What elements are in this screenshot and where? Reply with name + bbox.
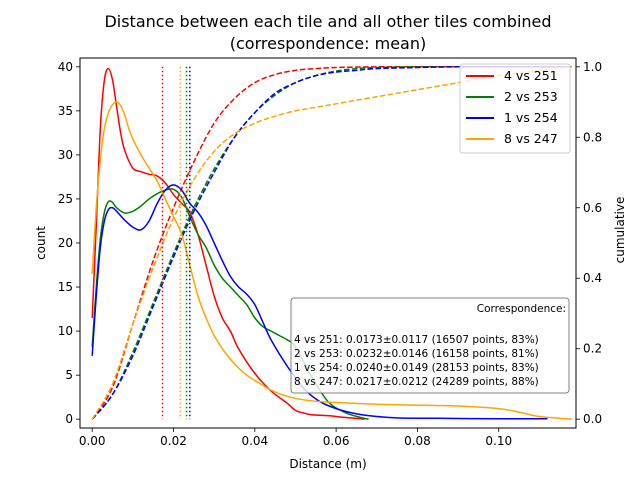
- cumulative-line-4: [91, 66, 573, 420]
- y2-tick-label: 0.0: [583, 412, 602, 426]
- cumulative-line-3: [91, 66, 572, 420]
- x-tick-label: 0.00: [79, 434, 106, 448]
- y2-tick-label: 1.0: [583, 60, 602, 74]
- y2-tick-label: 0.2: [583, 342, 602, 356]
- chart-title-line2: (correspondence: mean): [230, 34, 427, 53]
- x-axis: 0.00 0.02 0.04 0.06 0.08 0.10: [79, 428, 512, 448]
- y2-tick-label: 0.6: [583, 201, 602, 215]
- x-tick-label: 0.08: [404, 434, 431, 448]
- correspondence-line-2: 2 vs 253: 0.0232±0.0146 (16158 points, 8…: [294, 348, 539, 360]
- correspondence-line-3: 1 vs 254: 0.0240±0.0149 (28153 points, 8…: [294, 362, 539, 374]
- correspondence-title: Correspondence:: [477, 303, 566, 315]
- x-tick-label: 0.06: [323, 434, 350, 448]
- legend-label-1: 4 vs 251: [504, 68, 558, 83]
- y-tick-label: 5: [65, 368, 73, 382]
- legend-label-3: 1 vs 254: [504, 110, 558, 125]
- correspondence-box-frame: [290, 297, 570, 394]
- density-line-3: [91, 184, 548, 420]
- y-axis-label: count: [34, 226, 48, 260]
- x-axis-label: Distance (m): [289, 457, 366, 471]
- y2-axis-label: cumulative: [613, 197, 627, 264]
- chart-title-line1: Distance between each tile and all other…: [104, 12, 551, 31]
- x-tick-label: 0.04: [241, 434, 268, 448]
- density-line-4: [91, 101, 572, 420]
- y-tick-label: 30: [58, 148, 73, 162]
- cumulative-line-2: [91, 66, 572, 420]
- correspondence-line-4: 8 vs 247: 0.0217±0.0212 (24289 points, 8…: [294, 376, 539, 388]
- correspondence-box: Correspondence: 4 vs 251: 0.0173±0.0117 …: [290, 297, 570, 394]
- y-tick-label: 10: [58, 324, 73, 338]
- density-line-1: [91, 67, 365, 420]
- legend: 4 vs 251 2 vs 253 1 vs 254 8 vs 247: [459, 63, 571, 154]
- y-tick-label: 35: [58, 104, 73, 118]
- correspondence-line-1: 4 vs 251: 0.0173±0.0117 (16507 points, 8…: [294, 334, 539, 346]
- y-tick-label: 20: [58, 236, 73, 250]
- y-tick-label: 40: [58, 60, 73, 74]
- y2-tick-label: 0.4: [583, 271, 602, 285]
- x-tick-label: 0.10: [485, 434, 512, 448]
- legend-frame: [459, 63, 571, 154]
- y-tick-label: 25: [58, 192, 73, 206]
- series-layer: [91, 66, 573, 420]
- y-axis: 0 5 10 15 20 25 30 35 40: [58, 60, 80, 426]
- y-tick-label: 0: [65, 412, 73, 426]
- legend-label-4: 8 vs 247: [504, 131, 558, 146]
- mean-lines: [161, 66, 191, 420]
- y-tick-label: 15: [58, 280, 73, 294]
- y2-axis: 0.0 0.2 0.4 0.6 0.8 1.0: [576, 60, 602, 426]
- y2-tick-label: 0.8: [583, 130, 602, 144]
- legend-label-2: 2 vs 253: [504, 89, 558, 104]
- x-tick-label: 0.02: [160, 434, 187, 448]
